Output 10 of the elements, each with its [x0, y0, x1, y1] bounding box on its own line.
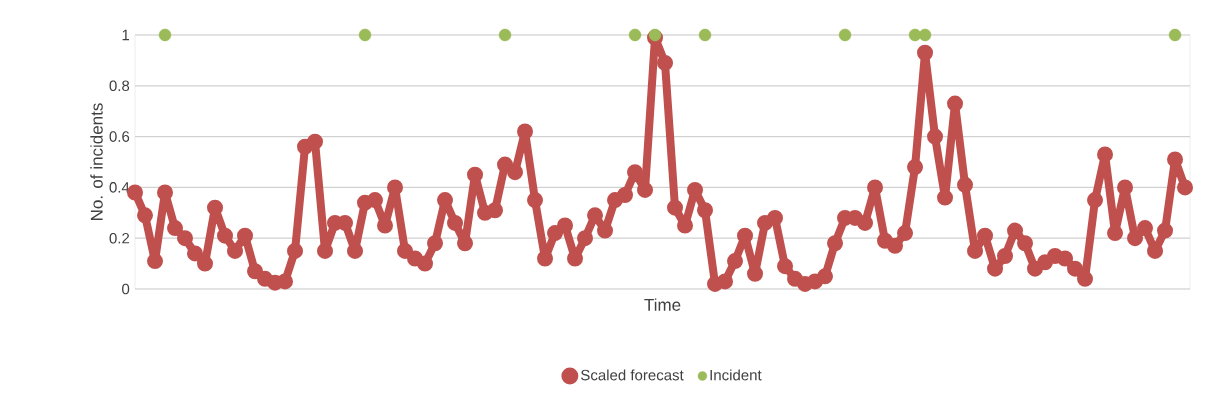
y-tick-label: 0.2	[109, 232, 130, 244]
y-tick-label: 0	[122, 283, 130, 295]
x-axis-title: Time	[644, 298, 681, 311]
y-axis-title: No. of incidents	[90, 103, 103, 220]
legend-label: Incident	[710, 369, 762, 381]
y-tick-label: 1	[122, 29, 130, 41]
y-tick-label: 0.8	[109, 80, 130, 92]
y-tick-label: 0.6	[109, 131, 130, 142]
y-tick-label: 0.4	[109, 182, 130, 193]
legend-label: Scaled forecast	[581, 369, 684, 381]
